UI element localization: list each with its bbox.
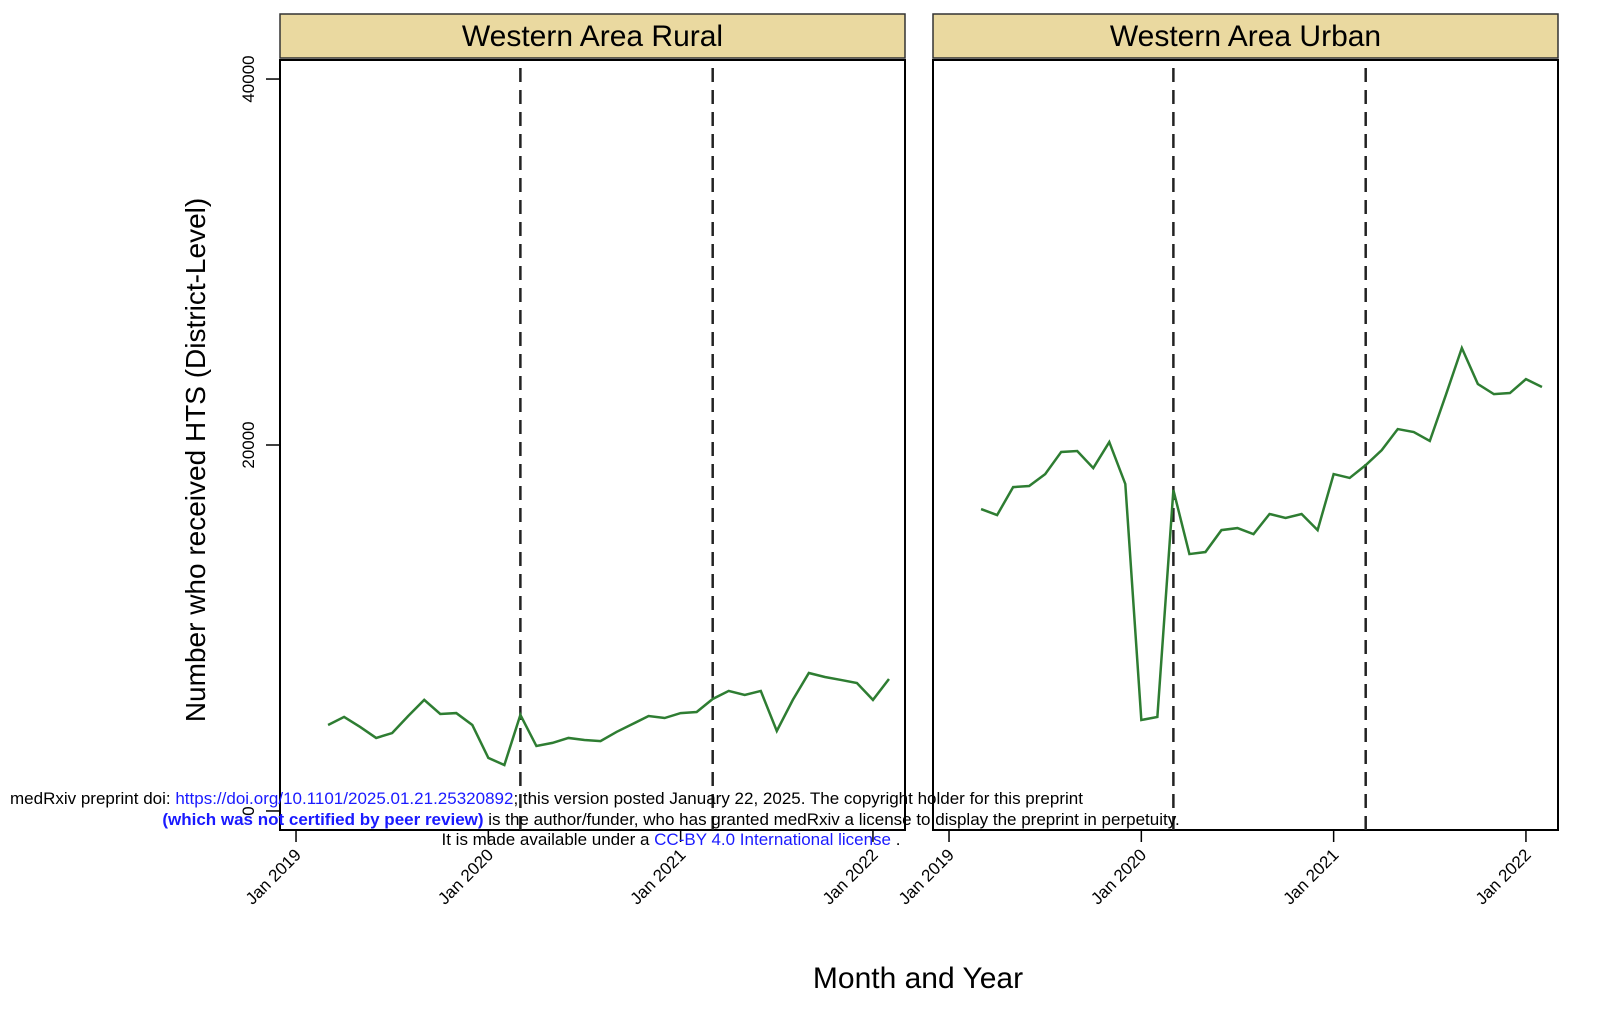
x-tick-label: Jan 2019 [242,845,305,908]
x-axis-label: Month and Year [813,962,1023,995]
y-tick-label: 20000 [239,421,258,468]
overlay-part: CC-BY 4.0 International license [654,830,891,849]
preprint-notice: (which was not certified by peer review)… [162,810,1179,829]
overlay-part: is the author/funder, who has granted me… [484,810,1180,829]
y-axis-label: Number who received HTS (District-Level) [180,198,211,722]
x-tick-label: Jan 2019 [895,845,958,908]
panel-frame [932,59,1559,831]
overlay-part: ; this version posted January 22, 2025. … [513,789,1083,808]
facet-strip [279,13,906,59]
y-tick-label: 0 [239,806,258,815]
overlay-part: . [891,830,900,849]
x-tick-label: Jan 2021 [1280,845,1343,908]
facet-title: Western Area Urban [1110,20,1381,53]
overlay-part: medRxiv preprint doi: [10,789,175,808]
panel-frame [279,59,906,831]
x-tick-label: Jan 2021 [627,845,690,908]
x-tick-label: Jan 2020 [1087,845,1150,908]
overlay-part: (which was not certified by peer review) [162,810,483,829]
y-tick-label: 40000 [239,55,258,102]
x-tick-label: Jan 2022 [1472,845,1535,908]
overlay-part: It is made available under a [442,830,655,849]
preprint-notice: medRxiv preprint doi: https://doi.org/10… [10,789,1083,808]
facet-strip [932,13,1559,59]
x-tick-label: Jan 2020 [434,845,497,908]
data-line [980,344,1543,722]
data-line [327,671,890,767]
overlay-part: https://doi.org/10.1101/2025.01.21.25320… [175,789,513,808]
preprint-notice: It is made available under a CC-BY 4.0 I… [442,830,901,849]
x-tick-label: Jan 2022 [819,845,882,908]
facet-title: Western Area Rural [462,20,723,53]
